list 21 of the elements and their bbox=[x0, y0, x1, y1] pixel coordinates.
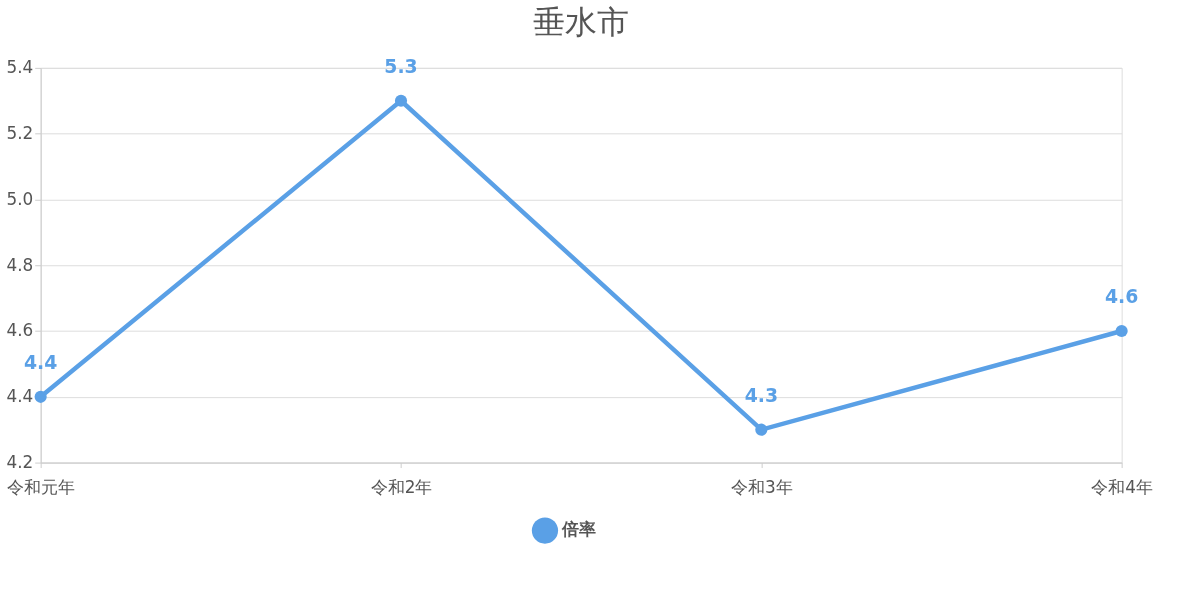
chart-title: 垂水市 bbox=[533, 4, 630, 41]
x-tick-label: 令和3年 bbox=[730, 476, 793, 497]
y-tick-label: 5.0 bbox=[6, 188, 34, 209]
data-label: 4.3 bbox=[744, 384, 778, 406]
x-tick-label: 令和元年 bbox=[7, 476, 76, 497]
y-tick-label: 5.4 bbox=[6, 57, 34, 78]
data-label: 4.6 bbox=[1104, 286, 1139, 308]
x-tick-label: 令和2年 bbox=[370, 476, 433, 497]
legend-label: 倍率 bbox=[561, 519, 597, 540]
data-label: 5.3 bbox=[384, 56, 418, 77]
x-tick-label: 令和4年 bbox=[1091, 476, 1154, 497]
point bbox=[1115, 324, 1128, 338]
y-tick-label: 4.4 bbox=[6, 386, 34, 407]
point bbox=[755, 423, 768, 436]
y-tick-label: 5.2 bbox=[6, 123, 34, 144]
point bbox=[394, 94, 408, 107]
y-tick-label: 4.6 bbox=[6, 320, 34, 341]
y-tick-label: 4.2 bbox=[6, 452, 34, 473]
data-label: 4.4 bbox=[23, 352, 58, 374]
point bbox=[34, 390, 47, 403]
y-tick-label: 4.8 bbox=[6, 254, 34, 275]
